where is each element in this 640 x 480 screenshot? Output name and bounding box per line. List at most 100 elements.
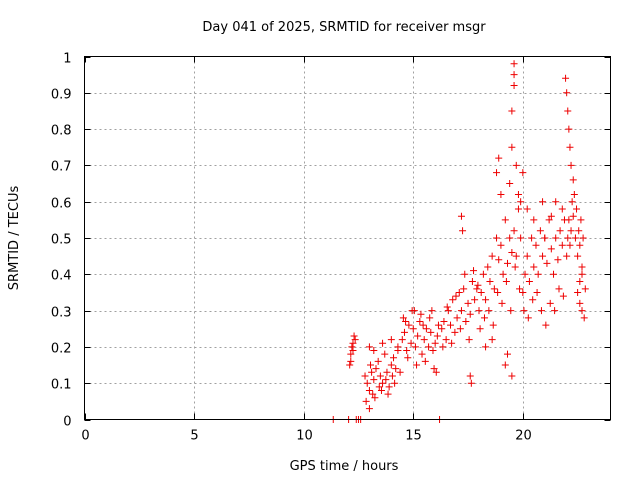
data-point: [503, 350, 511, 358]
data-point: [502, 278, 510, 286]
data-point: [569, 212, 577, 220]
y-tick-labels: 0 0.1 0.2 0.3 0.4 0.5 0.6 0.7 0.8 0.9 1: [51, 52, 72, 430]
data-point: [433, 332, 441, 340]
data-point: [419, 321, 427, 329]
data-point: [404, 354, 412, 362]
data-point: [457, 212, 465, 220]
data-point: [464, 299, 472, 307]
data-point: [498, 299, 506, 307]
data-point: [403, 347, 411, 355]
data-point: [434, 321, 442, 329]
data-point: [452, 292, 460, 300]
y-tick-label: 0.5: [51, 233, 72, 248]
data-point: [565, 216, 573, 224]
data-point: [348, 343, 356, 351]
data-point: [493, 169, 501, 177]
data-point: [479, 270, 487, 278]
data-point: [551, 307, 559, 315]
y-tick-label: 0.1: [51, 378, 72, 393]
data-point: [566, 143, 574, 151]
data-point: [486, 278, 494, 286]
data-point: [514, 190, 522, 198]
data-point: [539, 198, 547, 206]
data-point: [530, 263, 538, 271]
data-point: [400, 328, 408, 336]
data-point: [507, 307, 515, 315]
data-point: [349, 347, 357, 355]
data-point: [447, 321, 455, 329]
data-point: [480, 314, 488, 322]
data-point: [489, 321, 497, 329]
data-point: [508, 372, 516, 380]
data-point: [379, 379, 387, 387]
axis-ticks: [84, 56, 611, 421]
data-point: [418, 350, 426, 358]
data-point: [420, 336, 428, 344]
data-point: [363, 379, 371, 387]
data-point: [467, 379, 475, 387]
data-point: [368, 368, 376, 376]
y-tick-label: 0: [63, 415, 71, 430]
data-point: [375, 383, 383, 391]
data-point: [409, 325, 417, 333]
data-point: [575, 227, 583, 235]
data-point: [370, 376, 378, 384]
data-point: [516, 285, 524, 293]
data-point: [508, 107, 516, 115]
data-point: [576, 278, 584, 286]
data-point: [456, 325, 464, 333]
data-point: [521, 270, 529, 278]
data-point: [573, 205, 581, 213]
data-point: [537, 307, 545, 315]
data-point: [381, 350, 389, 358]
data-point: [529, 296, 537, 304]
data-point: [439, 343, 447, 351]
data-point: [524, 314, 532, 322]
data-point: [457, 307, 465, 315]
data-point: [550, 270, 558, 278]
data-point: [443, 303, 451, 311]
x-axis-label: GPS time / hours: [290, 459, 399, 474]
data-point: [396, 368, 404, 376]
data-point: [495, 154, 503, 162]
data-point: [379, 339, 387, 347]
data-point: [552, 234, 560, 242]
data-point: [578, 307, 586, 315]
data-point: [488, 252, 496, 260]
data-point: [512, 252, 520, 260]
data-points: [329, 60, 589, 423]
data-point: [563, 252, 571, 260]
data-point: [533, 288, 541, 296]
data-point: [391, 379, 399, 387]
x-tick-label: 15: [405, 429, 422, 444]
data-point: [376, 372, 384, 380]
data-point: [448, 339, 456, 347]
data-point: [499, 270, 507, 278]
data-point: [382, 376, 390, 384]
x-tick-label: 5: [190, 429, 198, 444]
y-tick-label: 0.9: [51, 88, 72, 103]
data-point: [425, 343, 433, 351]
data-point: [346, 361, 354, 369]
data-point: [474, 281, 482, 289]
data-point: [574, 288, 582, 296]
data-point: [519, 169, 527, 177]
data-point: [576, 241, 584, 249]
data-point: [449, 296, 457, 304]
x-tick-label: 0: [81, 429, 89, 444]
data-point: [510, 60, 518, 68]
data-point: [429, 347, 437, 355]
data-point: [546, 299, 554, 307]
data-point: [361, 372, 369, 380]
data-point: [510, 82, 518, 90]
data-point: [410, 307, 418, 315]
data-point: [508, 143, 516, 151]
data-point: [482, 343, 490, 351]
data-point: [350, 332, 358, 340]
data-point: [466, 310, 474, 318]
data-point: [542, 321, 550, 329]
data-point: [506, 180, 514, 188]
data-point: [416, 317, 424, 325]
data-point: [385, 383, 393, 391]
